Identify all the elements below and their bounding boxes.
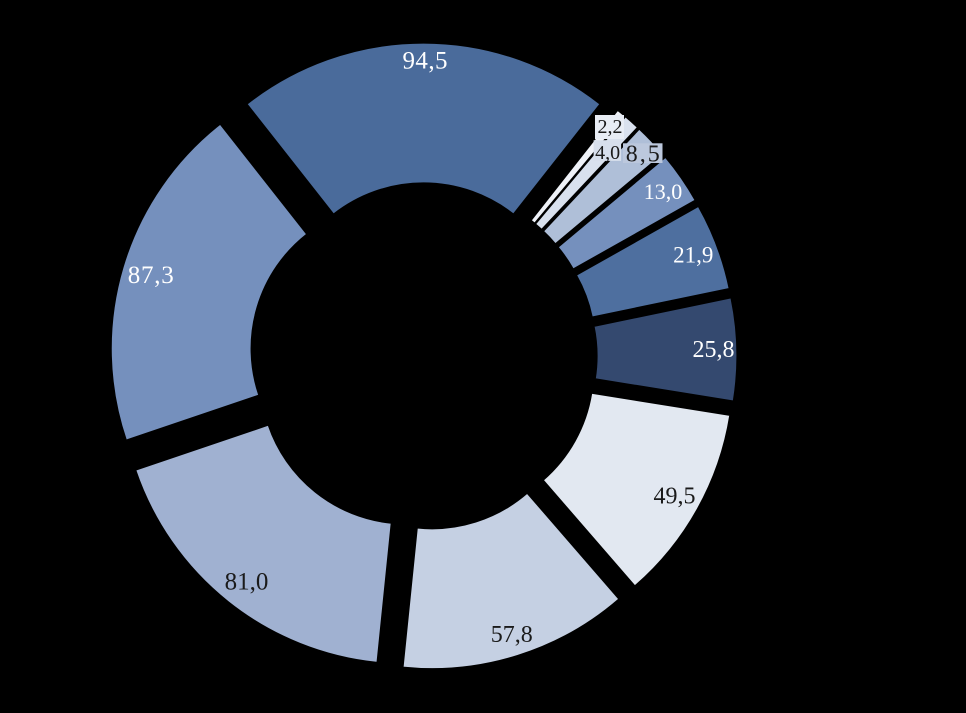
svg-text:8,5: 8,5 bbox=[626, 141, 660, 167]
svg-text:2,2: 2,2 bbox=[598, 116, 623, 138]
svg-text:13,0: 13,0 bbox=[644, 179, 683, 204]
svg-text:4,0: 4,0 bbox=[595, 142, 620, 164]
svg-text:25,8: 25,8 bbox=[693, 337, 735, 363]
svg-text:57,8: 57,8 bbox=[491, 622, 533, 648]
svg-text:21,9: 21,9 bbox=[673, 243, 713, 268]
svg-text:94,5: 94,5 bbox=[403, 48, 448, 75]
svg-text:49,5: 49,5 bbox=[654, 483, 696, 509]
svg-text:81,0: 81,0 bbox=[225, 569, 269, 596]
svg-text:87,3: 87,3 bbox=[128, 262, 174, 289]
